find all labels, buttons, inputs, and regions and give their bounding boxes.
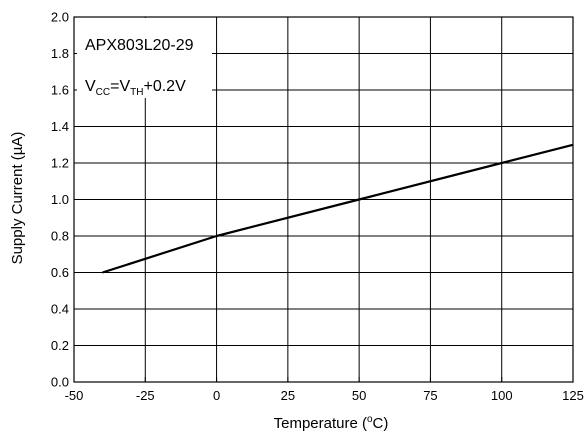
y-axis-title: Supply Current (µA) [9,132,26,265]
y-tick-label: 2.0 [51,10,69,25]
x-tick-label: -25 [136,388,155,403]
y-tick-label: 0.6 [51,265,69,280]
annotation-box [77,18,212,98]
x-axis-title-text: Temperature ( [274,415,367,432]
annotation-cond-sub1: CC [96,87,110,98]
y-tick-label: 0.4 [51,302,69,317]
x-tick-label: 100 [491,388,513,403]
x-tick-labels: -50 -25 0 25 50 75 100 125 [65,388,584,403]
x-tick-label: 125 [562,388,584,403]
x-axis-title-degree: o [367,414,373,425]
y-tick-label: 1.2 [51,156,69,171]
grid [73,16,574,383]
series-line [102,143,574,274]
y-tick-labels: 0.0 0.2 0.4 0.6 0.8 1.0 1.2 1.4 1.6 1.8 2.0 [51,10,69,390]
x-tick-label: 50 [352,388,366,403]
annotation-cond-eq: =V [110,78,130,95]
annotation-condition: VCC=VTH+0.2V [85,78,186,98]
annotation-part: APX803L20-29 [85,37,194,54]
annotation-cond-sub2: TH [130,87,143,98]
x-axis-title: Temperature (oC) [274,414,389,432]
plot-frame [73,16,574,383]
annotation-cond-v1: V [85,78,96,95]
x-axis-title-unit: C) [373,415,389,432]
annotation-cond-rest: +0.2V [143,78,186,95]
series-group [102,143,574,274]
y-tick-label: 0.8 [51,229,69,244]
y-tick-label: 0.2 [51,338,69,353]
x-tick-label: 0 [213,388,220,403]
x-tick-label: -50 [65,388,84,403]
y-tick-label: 1.6 [51,83,69,98]
y-tick-label: 1.0 [51,192,69,207]
y-tick-label: 0.0 [51,375,69,390]
x-tick-label: 75 [423,388,437,403]
x-tick-label: 25 [281,388,295,403]
y-tick-label: 1.8 [51,46,69,61]
y-tick-label: 1.4 [51,119,69,134]
